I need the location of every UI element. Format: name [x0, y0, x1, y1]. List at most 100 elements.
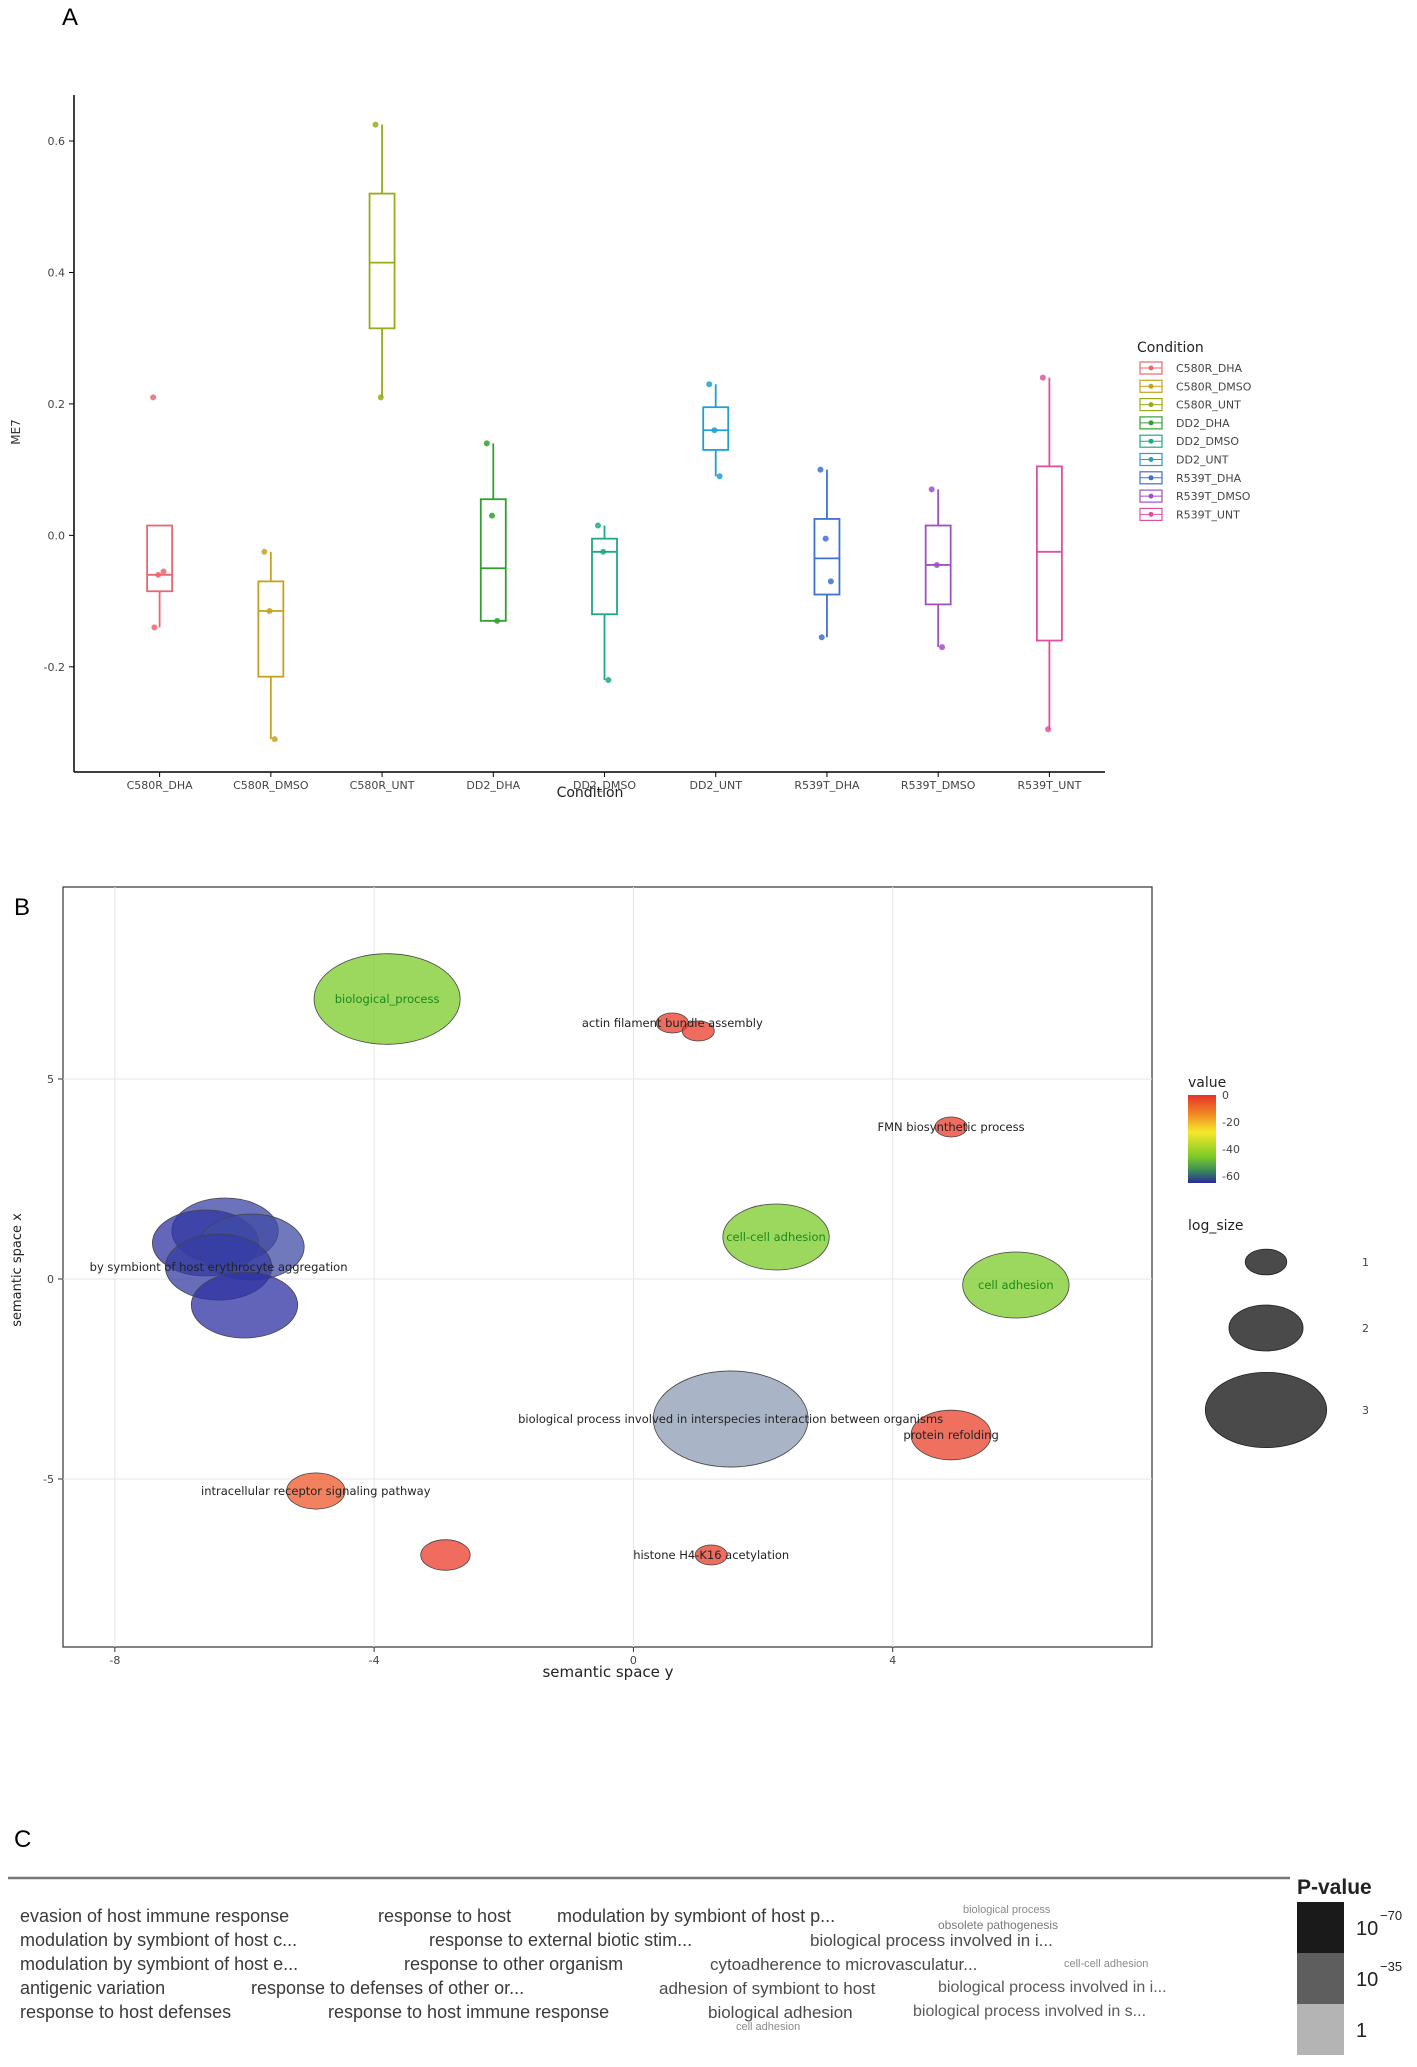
a-legend-swatch-dot: [1148, 365, 1154, 371]
b-point-label: biological process involved in interspec…: [518, 1412, 943, 1426]
a-xtick-label: DD2_UNT: [689, 779, 742, 792]
a-point: [600, 548, 607, 555]
b-color-legend-tick: -40: [1222, 1143, 1240, 1156]
b-point: [694, 1544, 728, 1566]
panel-a-boxplot: ME7 Condition -0.2 0.0 0.2 0.4 0.6 C580R_DHA…: [9, 95, 1252, 801]
a-box: [257, 580, 285, 678]
b-point: [313, 953, 461, 1045]
b-point-label: protein refolding: [903, 1428, 998, 1442]
b-x-axis-title: semantic space y: [542, 1663, 673, 1681]
a-point: [605, 676, 612, 683]
a-legend-label: DD2_DHA: [1176, 417, 1230, 430]
b-point: [681, 1020, 715, 1042]
a-legend-label: R539T_UNT: [1176, 508, 1240, 521]
b-y-axis-title: semantic space x: [10, 1213, 25, 1327]
panel-c-wordcloud: evasion of host immune response response …: [8, 1876, 1402, 2055]
b-color-legend-tick: -60: [1222, 1170, 1240, 1183]
c-word: modulation by symbiont of host p...: [557, 1906, 835, 1926]
c-legend-label: 10: [1356, 1969, 1378, 1991]
a-legend-swatch-dot: [1148, 402, 1154, 408]
b-point-label: FMN biosynthetic process: [877, 1120, 1024, 1134]
c-legend-label: 10: [1356, 1918, 1378, 1940]
a-point: [261, 548, 268, 555]
a-point: [716, 473, 723, 480]
c-word: response to defenses of other or...: [251, 1978, 524, 1998]
c-legend-label: 1: [1356, 2020, 1367, 2042]
c-legend-swatch: [1297, 1902, 1344, 1953]
a-legend-label: C580R_DMSO: [1176, 380, 1252, 393]
c-word: obsolete pathogenesis: [938, 1918, 1058, 1932]
b-size-legend-label: 2: [1362, 1322, 1369, 1335]
b-point-label: actin filament bundle assembly: [582, 1016, 763, 1030]
b-point: [934, 1116, 968, 1138]
c-word: cell adhesion: [736, 2021, 800, 2033]
panel-label-a: A: [62, 4, 78, 31]
a-box: [368, 192, 396, 330]
a-box: [1035, 465, 1063, 642]
a-legend-label: R539T_DMSO: [1176, 490, 1251, 503]
c-word: biological process involved in s...: [913, 2003, 1146, 2020]
a-point: [817, 466, 824, 473]
a-xtick-label: DD2_DHA: [466, 779, 520, 792]
b-xtick-label: 0: [630, 1654, 637, 1667]
a-box: [479, 498, 507, 622]
a-point: [827, 578, 834, 585]
a-legend-title: Condition: [1137, 340, 1204, 356]
b-xtick-label: -4: [369, 1654, 380, 1667]
panel-label-b: B: [14, 894, 30, 921]
b-size-legend-title: log_size: [1188, 1218, 1244, 1234]
a-legend-label: DD2_UNT: [1176, 454, 1229, 467]
c-word: adhesion of symbiont to host: [659, 1979, 876, 1998]
a-point: [1039, 374, 1046, 381]
a-ytick-label: 0.2: [48, 398, 66, 411]
b-point-label: intracellular receptor signaling pathway: [201, 1484, 431, 1498]
b-point: [190, 1271, 299, 1339]
b-color-legend-title: value: [1188, 1075, 1226, 1091]
c-word: evasion of host immune response: [20, 1906, 289, 1926]
c-word: antigenic variation: [20, 1978, 165, 1998]
b-point-label: cell-cell adhesion: [726, 1230, 826, 1244]
c-legend-exponent: −70: [1380, 1908, 1402, 1923]
a-point: [494, 617, 501, 624]
a-box: [702, 406, 730, 451]
a-point: [595, 522, 601, 529]
a-legend-swatch-dot: [1148, 420, 1154, 426]
c-word: cell-cell adhesion: [1064, 1958, 1148, 1970]
c-legend-swatch: [1297, 2004, 1344, 2055]
b-size-legend-ellipse: [1204, 1371, 1328, 1449]
a-point: [150, 394, 157, 401]
a-box: [813, 518, 841, 596]
b-size-legend-label: 3: [1362, 1404, 1369, 1417]
c-word: modulation by symbiont of host e...: [20, 1954, 298, 1974]
a-ytick-label: 0.4: [48, 266, 66, 279]
a-legend-label: C580R_DHA: [1176, 362, 1243, 375]
a-box: [146, 524, 174, 593]
a-point: [939, 644, 946, 651]
c-word: response to host defenses: [20, 2002, 231, 2022]
a-xtick-label: R539T_UNT: [1017, 779, 1081, 792]
a-legend-swatch-dot: [1148, 511, 1154, 517]
a-point: [483, 440, 490, 447]
a-point: [266, 607, 273, 614]
a-point: [155, 571, 162, 578]
a-point: [488, 512, 495, 519]
a-legend-swatch-dot: [1148, 438, 1154, 444]
c-word: biological process involved in i...: [938, 1979, 1167, 1996]
b-size-legend-ellipse: [1228, 1304, 1304, 1352]
c-legend-exponent: −35: [1380, 1959, 1402, 1974]
a-ytick-label: 0.0: [48, 529, 66, 542]
c-legend-swatch: [1297, 1953, 1344, 2004]
c-word: biological adhesion: [708, 2003, 853, 2022]
b-ytick-label: 0: [47, 1273, 54, 1286]
c-legend-title: P-value: [1297, 1876, 1372, 1899]
a-xtick-label: DD2_DMSO: [573, 779, 636, 792]
a-point: [160, 568, 167, 575]
a-point: [372, 121, 379, 128]
a-xtick-label: C580R_UNT: [350, 779, 415, 792]
a-point: [711, 427, 718, 434]
a-point: [818, 634, 825, 641]
c-word: cytoadherence to microvasculatur...: [710, 1955, 977, 1974]
a-xtick-label: C580R_DMSO: [233, 779, 309, 792]
